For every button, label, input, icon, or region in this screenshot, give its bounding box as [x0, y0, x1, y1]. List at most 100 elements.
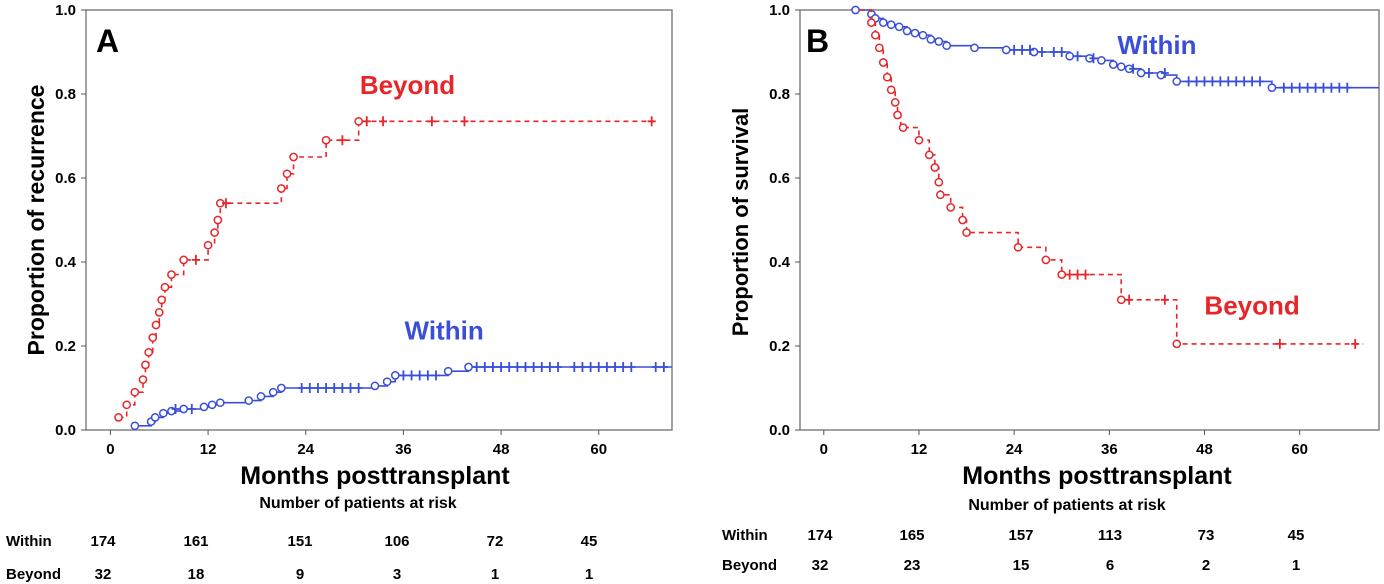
event-marker [914, 135, 924, 145]
event-marker [210, 228, 219, 237]
risk-count: 3 [393, 566, 401, 583]
censor-marker [602, 362, 611, 372]
censor-marker [1248, 76, 1257, 87]
censor-marker [1073, 269, 1082, 280]
event-marker [256, 392, 266, 401]
censor-marker [191, 254, 200, 265]
censor-marker [1240, 76, 1249, 87]
event-marker [321, 135, 331, 145]
event-marker [390, 371, 400, 380]
risk-table-title: Number of patients at risk [259, 495, 456, 512]
censor-marker [1018, 44, 1027, 55]
censor-marker [379, 116, 388, 127]
censor-marker [659, 362, 668, 372]
censor-marker [1232, 76, 1241, 87]
risk-count: 15 [1013, 557, 1030, 574]
event-marker [157, 295, 167, 305]
censor-marker [1327, 82, 1336, 93]
risk-count: 174 [90, 533, 116, 550]
y-tick-label: 0.4 [55, 254, 77, 271]
y-tick-label: 0.0 [55, 422, 76, 439]
censor-marker [1125, 294, 1134, 305]
panel-a: 0.0 0.2 0.4 0.6 0.8 1.0 0 12 24 36 48 60 Proportion … [6, 2, 673, 583]
event-marker [215, 398, 225, 408]
censor-marker [1275, 338, 1284, 349]
x-tick-label: 24 [297, 441, 314, 458]
panel-b: 0.00.20.40.60.81.00 12 24 36 48 60Proportion … [722, 2, 1380, 574]
event-marker [878, 18, 888, 27]
censor-marker [1144, 68, 1153, 78]
event-marker [370, 381, 380, 391]
event-marker [354, 116, 364, 126]
censor-marker [1256, 76, 1265, 87]
censor-marker [611, 362, 620, 372]
censor-marker [1200, 76, 1209, 87]
risk-count: 106 [384, 533, 409, 550]
censor-marker [594, 362, 603, 372]
event-marker [160, 282, 170, 292]
y-tick-label: 1.0 [55, 2, 76, 19]
event-marker [867, 18, 876, 27]
y-tick-label: 0.6 [55, 170, 76, 187]
risk-count: 73 [1198, 527, 1215, 544]
event-marker [1172, 339, 1182, 349]
x-tick-label: 0 [820, 441, 828, 458]
censor-marker [1089, 53, 1098, 64]
censor-marker [513, 362, 522, 372]
y-tick-label: 0.8 [769, 86, 790, 103]
event-marker [1116, 62, 1126, 72]
censor-marker [651, 362, 660, 372]
y-tick-label: 1.0 [769, 2, 790, 19]
censor-marker [1160, 294, 1169, 305]
censor-marker [619, 362, 628, 372]
x-tick-label: 36 [395, 441, 412, 458]
censor-marker [1216, 76, 1225, 87]
event-marker [1267, 83, 1277, 93]
censor-marker [1010, 44, 1019, 55]
event-marker [179, 255, 189, 265]
event-marker [1001, 45, 1011, 55]
event-marker [179, 404, 189, 414]
censor-marker [488, 362, 497, 372]
event-marker [1172, 77, 1182, 86]
event-marker [154, 308, 164, 317]
censor-marker [313, 383, 322, 393]
event-marker [930, 163, 940, 172]
censor-marker [1351, 338, 1360, 349]
event-marker [213, 215, 223, 225]
event-marker [1041, 255, 1051, 265]
event-marker [122, 400, 132, 410]
censor-marker [472, 362, 481, 372]
event-marker [144, 347, 154, 357]
censor-marker [570, 362, 579, 372]
censor-marker [354, 383, 363, 393]
event-marker [1116, 295, 1126, 305]
y-tick-label: 0.6 [769, 170, 790, 187]
event-marker [890, 98, 900, 107]
censor-marker [1295, 82, 1304, 93]
event-marker [150, 413, 160, 422]
event-marker [936, 190, 945, 200]
event-marker [158, 408, 168, 418]
event-marker [893, 110, 902, 120]
censor-marker [1335, 82, 1344, 93]
event-marker [167, 270, 176, 279]
x-tick-label: 60 [590, 441, 607, 458]
censor-marker [221, 198, 230, 209]
risk-count: 151 [287, 533, 312, 550]
censor-marker [415, 370, 424, 381]
censor-marker [537, 362, 546, 372]
censor-marker [187, 404, 196, 414]
censor-marker [423, 370, 432, 381]
risk-count: 2 [1202, 557, 1210, 574]
event-marker [207, 400, 217, 410]
event-marker [130, 387, 140, 397]
x-tick-label: 24 [1006, 441, 1023, 458]
risk-row-label: Within [722, 527, 768, 544]
risk-count: 72 [487, 533, 504, 550]
event-marker [130, 421, 140, 431]
censor-marker [1343, 82, 1352, 93]
series-label: Within [1117, 30, 1196, 60]
event-marker [203, 240, 213, 250]
